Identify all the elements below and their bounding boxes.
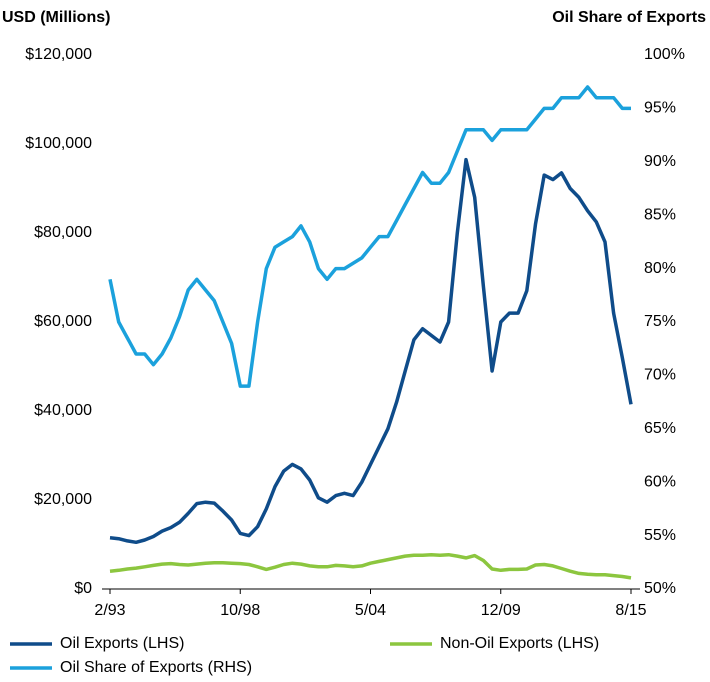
y2-tick-label: 80% bbox=[644, 260, 676, 277]
y-tick-label: $120,000 bbox=[25, 46, 92, 63]
y2-tick-label: 55% bbox=[644, 527, 676, 544]
y2-tick-label: 85% bbox=[644, 206, 676, 223]
legend-label: Oil Exports (LHS) bbox=[60, 635, 184, 652]
y2-tick-label: 100% bbox=[644, 46, 685, 63]
y2-tick-label: 65% bbox=[644, 420, 676, 437]
y-tick-label: $40,000 bbox=[34, 402, 92, 419]
series-line bbox=[109, 157, 633, 545]
y2-tick-label: 90% bbox=[644, 153, 676, 170]
legend-label: Non-Oil Exports (LHS) bbox=[440, 635, 599, 652]
x-tick-label: 2/93 bbox=[94, 602, 125, 619]
y-tick-label: $20,000 bbox=[34, 491, 92, 508]
y-tick-label: $80,000 bbox=[34, 224, 92, 241]
y2-tick-label: 95% bbox=[644, 100, 676, 117]
y-tick-label: $100,000 bbox=[25, 135, 92, 152]
x-tick-label: 10/98 bbox=[220, 602, 260, 619]
y2-tick-label: 50% bbox=[644, 580, 676, 597]
y2-tick-label: 75% bbox=[644, 313, 676, 330]
x-tick-label: 8/15 bbox=[615, 602, 646, 619]
x-tick-label: 5/04 bbox=[355, 602, 386, 619]
y-tick-label: $60,000 bbox=[34, 313, 92, 330]
y2-tick-label: 70% bbox=[644, 367, 676, 384]
series-line bbox=[108, 85, 631, 388]
x-tick-label: 12/09 bbox=[481, 602, 521, 619]
y-tick-label: $0 bbox=[74, 580, 92, 597]
y2-tick-label: 60% bbox=[644, 473, 676, 490]
legend-label: Oil Share of Exports (RHS) bbox=[60, 659, 252, 676]
series-line bbox=[109, 552, 632, 580]
y-axis-title: USD (Millions) bbox=[2, 9, 110, 26]
y2-axis-title: Oil Share of Exports bbox=[552, 9, 706, 26]
